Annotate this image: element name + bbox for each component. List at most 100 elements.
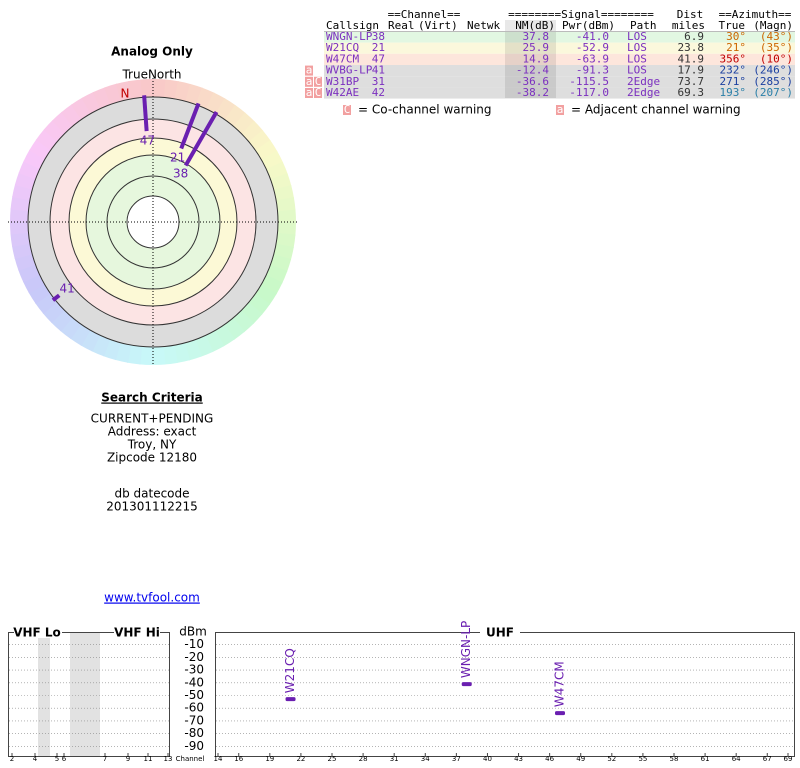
compass-band xyxy=(10,208,29,222)
row-background xyxy=(324,76,795,88)
station-label: 41 xyxy=(59,282,74,296)
cell-dist: 17.9 xyxy=(678,64,705,77)
compass-band xyxy=(18,160,41,180)
compass-band xyxy=(51,309,73,332)
column-header: True xyxy=(719,19,746,32)
adjacent-channel-icon xyxy=(314,76,322,87)
cell-path: LOS xyxy=(627,64,647,77)
compass-band xyxy=(60,317,82,340)
compass-band xyxy=(260,274,283,295)
compass-band xyxy=(276,197,296,213)
cell-pwr: -115.5 xyxy=(569,75,609,88)
cell-dist: 73.7 xyxy=(678,75,705,88)
station-label: 47 xyxy=(140,134,155,148)
x-tick-label: 2 xyxy=(10,755,14,763)
compass-band xyxy=(241,120,264,143)
compass-band xyxy=(232,310,255,333)
compass-band xyxy=(140,79,155,98)
x-tick-label: 4 xyxy=(33,755,38,763)
cell-real: 41 xyxy=(372,64,385,77)
station-bearing xyxy=(51,293,61,302)
panel-header-bg xyxy=(480,626,520,638)
compass-band xyxy=(80,329,101,352)
fm-gap xyxy=(70,632,100,756)
cell-true: 232° xyxy=(720,64,747,77)
icon-letter: a xyxy=(306,64,313,77)
icon-letter: a xyxy=(306,75,313,88)
row-background xyxy=(324,42,795,54)
compass-band xyxy=(248,293,271,315)
cell-magn: (35°) xyxy=(760,41,793,54)
signal-bar xyxy=(285,697,296,702)
x-tick-label: 28 xyxy=(359,755,368,763)
compass-band xyxy=(277,222,296,236)
cell-pwr: -41.0 xyxy=(576,30,609,43)
y-axis-label: dBm xyxy=(179,625,207,639)
cell-pwr: -63.9 xyxy=(576,52,609,65)
column-header: NM(dB) xyxy=(515,19,555,32)
search-line: Zipcode 12180 xyxy=(107,451,197,465)
north-marker: N xyxy=(121,87,130,101)
cell-nm: 25.9 xyxy=(523,41,550,54)
y-tick-label: -30 xyxy=(184,663,204,677)
x-tick-label: 11 xyxy=(144,755,153,763)
compass-band xyxy=(128,79,144,99)
compass-band xyxy=(28,283,51,305)
site-link[interactable]: www.tvfool.com xyxy=(104,591,200,605)
cell-dist: 6.9 xyxy=(684,30,704,43)
x-tick-label: 46 xyxy=(545,755,554,763)
compass-band xyxy=(254,284,277,306)
x-tick-label: 61 xyxy=(701,755,710,763)
compass-band xyxy=(248,130,271,152)
signal-label: W21CQ xyxy=(283,648,297,693)
y-tick-label: -20 xyxy=(184,650,204,664)
row-background xyxy=(324,65,795,77)
compass-band xyxy=(42,301,65,324)
compass-band xyxy=(9,220,29,235)
compass-band xyxy=(43,120,66,142)
search-line: Address: exact xyxy=(108,425,197,439)
station-bearing xyxy=(179,102,201,150)
x-axis-label: Channel xyxy=(176,755,205,763)
compass-band xyxy=(265,264,288,284)
compass-band xyxy=(255,139,278,161)
group-header: ==Azimuth== xyxy=(719,8,792,21)
x-tick-label: 19 xyxy=(265,755,274,763)
compass-band xyxy=(22,273,45,294)
x-tick-label: 67 xyxy=(763,755,772,763)
cell-dist: 23.8 xyxy=(678,41,705,54)
compass-band xyxy=(153,79,167,98)
cell-true: 193° xyxy=(720,86,747,99)
compass-band xyxy=(223,317,245,340)
column-header: Pwr(dBm) xyxy=(562,19,615,32)
compass-band xyxy=(35,292,58,314)
compass-band xyxy=(195,87,215,110)
cell-callsign: WNGN-LP xyxy=(326,30,373,43)
column-header: Real xyxy=(388,19,415,32)
cell-path: LOS xyxy=(627,30,647,43)
cell-nm: 14.9 xyxy=(523,52,550,65)
x-tick-label: 55 xyxy=(638,755,647,763)
compass-band xyxy=(115,80,133,102)
polar-title: Analog Only xyxy=(111,45,193,59)
compass-band xyxy=(91,334,111,357)
panel-header-bg xyxy=(14,626,62,638)
station-bearing xyxy=(142,95,149,132)
x-tick-label: 25 xyxy=(328,755,337,763)
y-tick-label: -90 xyxy=(184,739,204,753)
x-tick-label: 6 xyxy=(62,755,67,763)
compass-band xyxy=(233,112,255,135)
y-tick-label: -10 xyxy=(184,637,204,651)
compass-band xyxy=(163,79,180,100)
compass-band xyxy=(270,173,292,191)
adjacent-channel-icon xyxy=(556,105,564,115)
cell-real: 38 xyxy=(372,30,385,43)
x-tick-label: 52 xyxy=(607,755,616,763)
row-background xyxy=(324,87,795,99)
cell-true: 356° xyxy=(720,52,747,65)
compass-band xyxy=(277,209,297,224)
fm-gap xyxy=(38,632,50,756)
compass-band xyxy=(70,97,92,120)
panel-header: VHF Hi xyxy=(114,626,160,640)
